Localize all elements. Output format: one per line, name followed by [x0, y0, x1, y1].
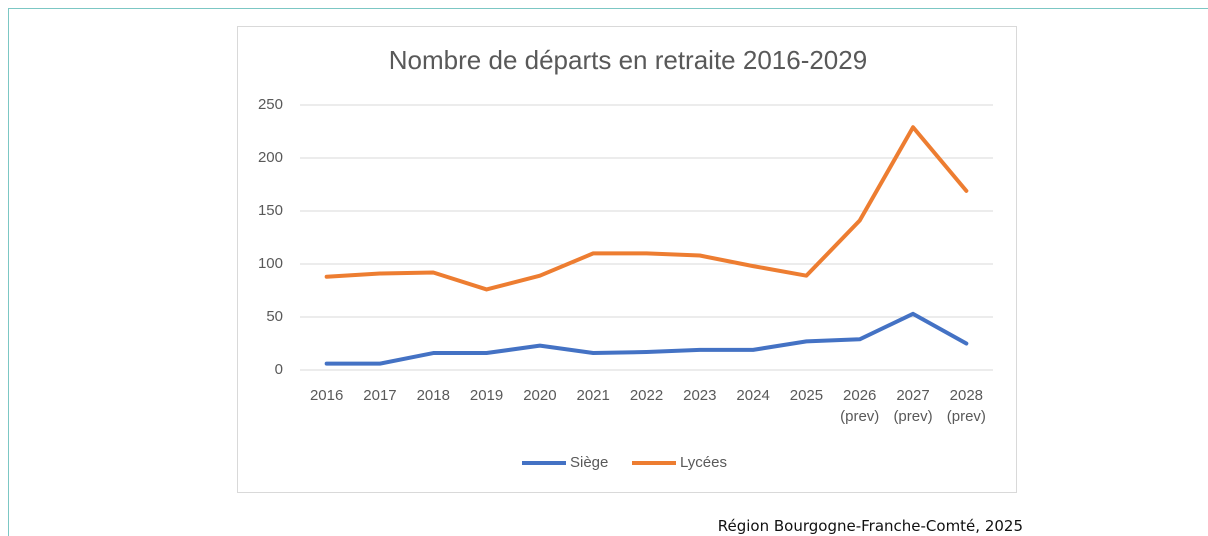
y-tick-label: 100 — [258, 255, 283, 272]
x-tick-label: 2028 (prev) — [946, 387, 986, 425]
x-tick-label: 2027 (prev) — [893, 387, 933, 425]
y-tick-label: 200 — [258, 149, 283, 166]
y-tick-label: 250 — [258, 96, 283, 113]
chart-box — [237, 26, 1017, 493]
frame — [8, 8, 1208, 536]
x-tick-label: 2023 — [683, 387, 717, 404]
x-tick-label: 2026 (prev) — [840, 387, 880, 425]
line-series — [324, 125, 969, 292]
x-tick-label: 2017 — [363, 387, 397, 404]
legend-label: Siège — [570, 454, 608, 471]
x-tick-label: 2024 — [736, 387, 770, 404]
x-tick-label: 2018 — [416, 387, 450, 404]
y-tick-label: 50 — [266, 308, 283, 325]
x-tick-label: 2025 — [789, 387, 824, 404]
x-tick-label: 2021 — [576, 387, 610, 404]
chart-title: Nombre de départs en retraite 2016-2029 — [389, 45, 867, 75]
x-tick-label: 2022 — [629, 387, 664, 404]
x-tick-label: 2020 — [523, 387, 557, 404]
legend-label: Lycées — [680, 454, 727, 471]
x-tick-label: 2019 — [469, 387, 504, 404]
x-tick-label: 2016 — [309, 387, 344, 404]
y-tick-label: 150 — [258, 202, 283, 219]
caption: Région Bourgogne-Franche-Comté, 2025 — [717, 517, 1023, 535]
line-series — [324, 311, 969, 366]
y-tick-label: 0 — [275, 361, 283, 378]
